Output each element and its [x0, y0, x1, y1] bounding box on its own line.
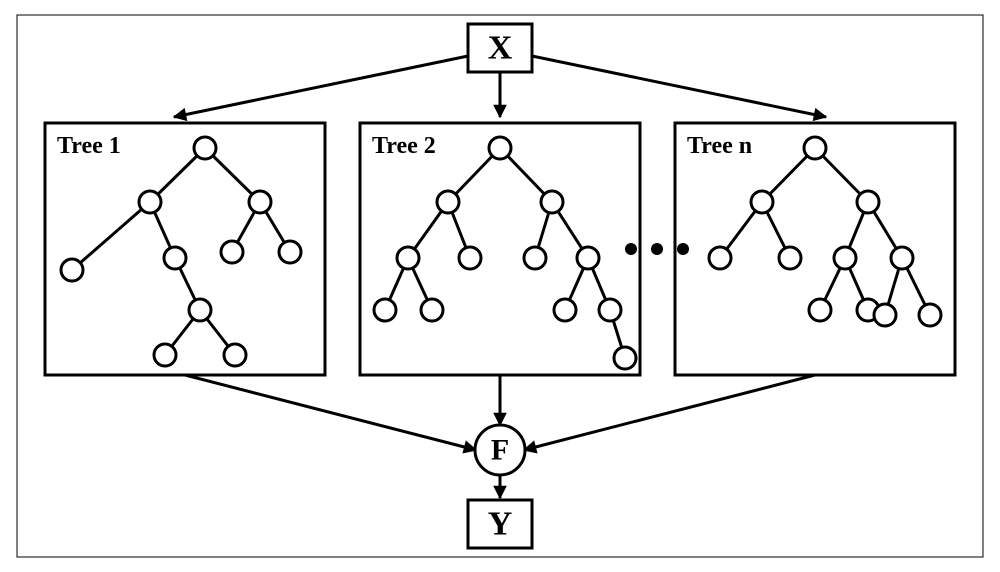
tree-0-node-2 — [249, 191, 271, 213]
ellipsis-dot-2 — [677, 243, 689, 255]
tree-2-node-2 — [857, 191, 879, 213]
tree-2-node-3 — [709, 247, 731, 269]
tree-0-node-6 — [279, 241, 301, 263]
tree-box-label-2: Tree n — [687, 133, 752, 159]
tree-1-node-11 — [614, 347, 636, 369]
tree-0-node-8 — [154, 344, 176, 366]
tree-2-node-9 — [874, 304, 896, 326]
tree-2-node-7 — [809, 299, 831, 321]
tree-0-node-7 — [189, 299, 211, 321]
tree-1-node-8 — [421, 299, 443, 321]
agg-arrow-0 — [185, 375, 476, 450]
tree-2-node-1 — [751, 191, 773, 213]
tree-0-node-9 — [224, 344, 246, 366]
diagram-canvas: X Tree 1 Tree 2 Tree n F Y — [0, 0, 1000, 572]
tree-0-node-3 — [61, 259, 83, 281]
tree-2-node-4 — [779, 247, 801, 269]
tree-1-node-2 — [541, 191, 563, 213]
agg-arrow-2 — [524, 375, 815, 450]
input-box-label: X — [488, 30, 513, 67]
ellipsis-dot-0 — [625, 243, 637, 255]
tree-2-node-10 — [919, 304, 941, 326]
tree-1-node-1 — [437, 191, 459, 213]
tree-0-node-0 — [194, 137, 216, 159]
fanout-arrow-2 — [532, 56, 826, 117]
tree-2-node-0 — [804, 137, 826, 159]
tree-0-node-4 — [164, 247, 186, 269]
tree-box-label-1: Tree 2 — [372, 133, 436, 159]
output-box-label: Y — [488, 506, 513, 543]
tree-0-node-1 — [139, 191, 161, 213]
tree-1-node-10 — [599, 299, 621, 321]
tree-1-node-4 — [459, 247, 481, 269]
tree-2-node-6 — [891, 247, 913, 269]
tree-1-node-5 — [524, 247, 546, 269]
tree-box-label-0: Tree 1 — [57, 133, 121, 159]
ellipsis-dot-1 — [651, 243, 663, 255]
tree-1-node-3 — [397, 247, 419, 269]
tree-1-node-9 — [554, 299, 576, 321]
tree-0-node-5 — [221, 241, 243, 263]
tree-1-node-7 — [374, 299, 396, 321]
fanout-arrow-0 — [174, 56, 468, 117]
agg-node-label: F — [491, 434, 509, 467]
tree-1-node-0 — [489, 137, 511, 159]
tree-1-node-6 — [577, 247, 599, 269]
tree-2-node-5 — [834, 247, 856, 269]
